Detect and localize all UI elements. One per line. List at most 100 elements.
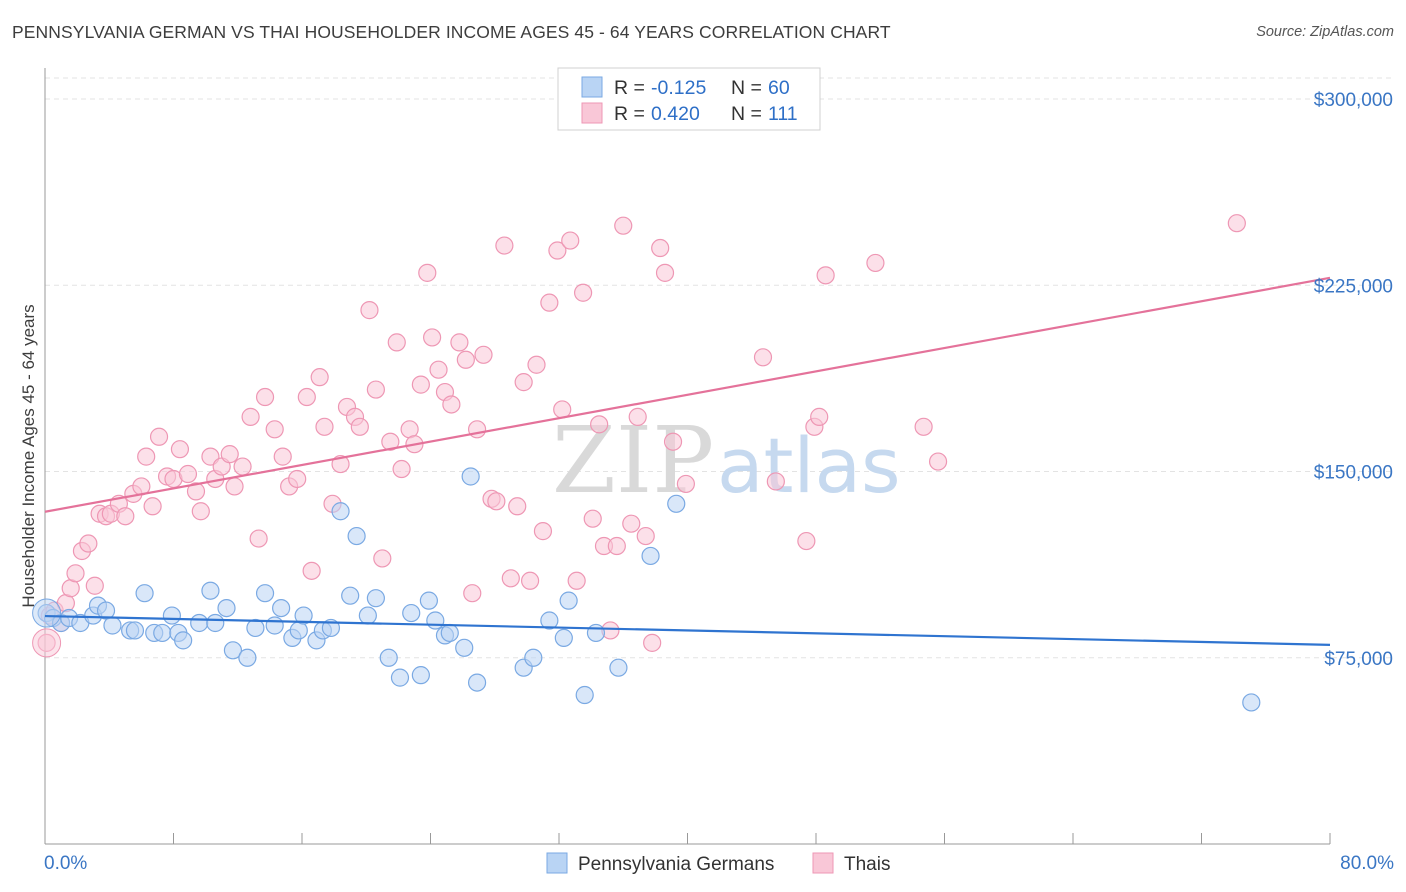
x-tick-label-max: 80.0% [1340,853,1394,874]
thais-point [220,445,239,464]
thais-point [273,447,292,466]
thais-point [178,464,198,484]
thais-point [636,526,655,546]
pennsylvania-germans-point [461,467,480,486]
pennsylvania-germans-point [206,613,225,633]
pennsylvania-germans-point [162,606,181,625]
thais-point [816,266,835,285]
thais-points [32,214,1246,658]
legend-swatch-thais [581,102,603,124]
thais-point [265,420,284,439]
pennsylvania-germans-point [390,668,410,687]
thais-point [297,387,316,407]
thais-point [914,417,933,436]
thais-point [442,395,461,414]
thais-point [137,447,156,466]
thais-point [315,417,334,436]
thais-point [810,407,829,426]
pennsylvania-germans-point [575,685,594,705]
legend-r-label-1: R = [614,103,645,125]
thais-point [622,514,641,533]
pennsylvania-germans-point [667,494,686,513]
bottom-legend-label-thais: Thais [844,854,890,875]
y-axis-label: Householder Income Ages 45 - 64 years [19,304,38,607]
thais-point [928,452,948,471]
thais-point [753,348,773,367]
pennsylvania-germans-point [238,648,257,667]
thais-point [567,571,586,590]
thais-point [418,263,437,282]
legend-n-value-1: 111 [768,103,798,125]
pennsylvania-germans-point [135,584,154,603]
thais-point [170,440,190,459]
thais-point [225,477,244,496]
pennsylvania-germans-point [554,628,573,647]
grid-lines [45,77,1394,659]
thais-point [143,497,162,516]
thais-point [381,432,400,451]
chart-title: PENNSYLVANIA GERMAN VS THAI HOUSEHOLDER … [12,22,891,42]
thais-point [655,263,675,282]
thais-point [533,522,553,541]
thais-point [387,333,406,352]
thais-point [116,507,135,526]
pennsylvania-germans-point [402,603,421,623]
thais-point [66,564,85,583]
thais-point [302,561,321,580]
watermark-atlas: atlas [717,421,901,510]
pennsylvania-germans-point [411,666,430,685]
legend-r-label-0: R = [614,77,645,99]
watermark: ZIP atlas [552,407,901,514]
thais-point [288,469,307,489]
thais-point [520,571,540,590]
thais-point [495,236,514,255]
thais-point [561,231,580,250]
thais-point [373,549,392,568]
x-ticks [44,833,1331,844]
pennsylvania-germans-point [341,586,360,605]
pennsylvania-germans-point [358,606,377,625]
thais-point [360,301,379,320]
thais-point [501,569,520,588]
legend-swatch-pennsylvania-germans [581,76,603,98]
legend-n-value-0: 60 [768,77,790,99]
thais-point [514,373,533,392]
thais-point [676,474,695,494]
thais-point [614,216,633,235]
thais-point [366,380,385,399]
thais-point [191,502,210,521]
thais-point [628,407,647,426]
pennsylvania-germans-point [125,621,145,640]
pennsylvania-germans-point [586,623,606,643]
thais-point [643,633,662,652]
pennsylvania-germans-point [419,591,438,610]
thais-point [607,536,626,556]
legend-r-value-1: 0.420 [651,103,700,125]
pennsylvania-germans-point [455,638,474,657]
y-tick-label: $300,000 [1314,90,1393,111]
pennsylvania-germans-point [426,611,445,630]
pennsylvania-germans-point-large [32,598,62,628]
pennsylvania-germans-point [294,606,313,625]
pennsylvania-germans-point [641,546,660,566]
thais-point [411,375,430,394]
thais-trend-line [44,276,1331,513]
bottom-legend-label-pennsylvania-germans: Pennsylvania Germans [578,854,774,875]
thais-point-large [32,628,62,658]
pennsylvania-germans-point [246,618,265,638]
legend-n-label-1: N = [731,103,762,125]
thais-point [149,427,169,446]
bottom-legend-swatch-pennsylvania-germans [546,852,568,874]
thais-point [527,355,546,374]
pennsylvania-germans-point [223,641,243,660]
thais-point [487,492,506,511]
pennsylvania-germans-point [265,616,284,635]
pennsylvania-germans-point [190,613,209,633]
y-tick-label: $150,000 [1314,463,1393,484]
thais-point [249,529,268,548]
bottom-legend: Pennsylvania Germans Thais [546,852,890,875]
pennsylvania-germans-point [331,502,350,521]
thais-point [797,531,816,551]
thais-point [85,576,104,595]
